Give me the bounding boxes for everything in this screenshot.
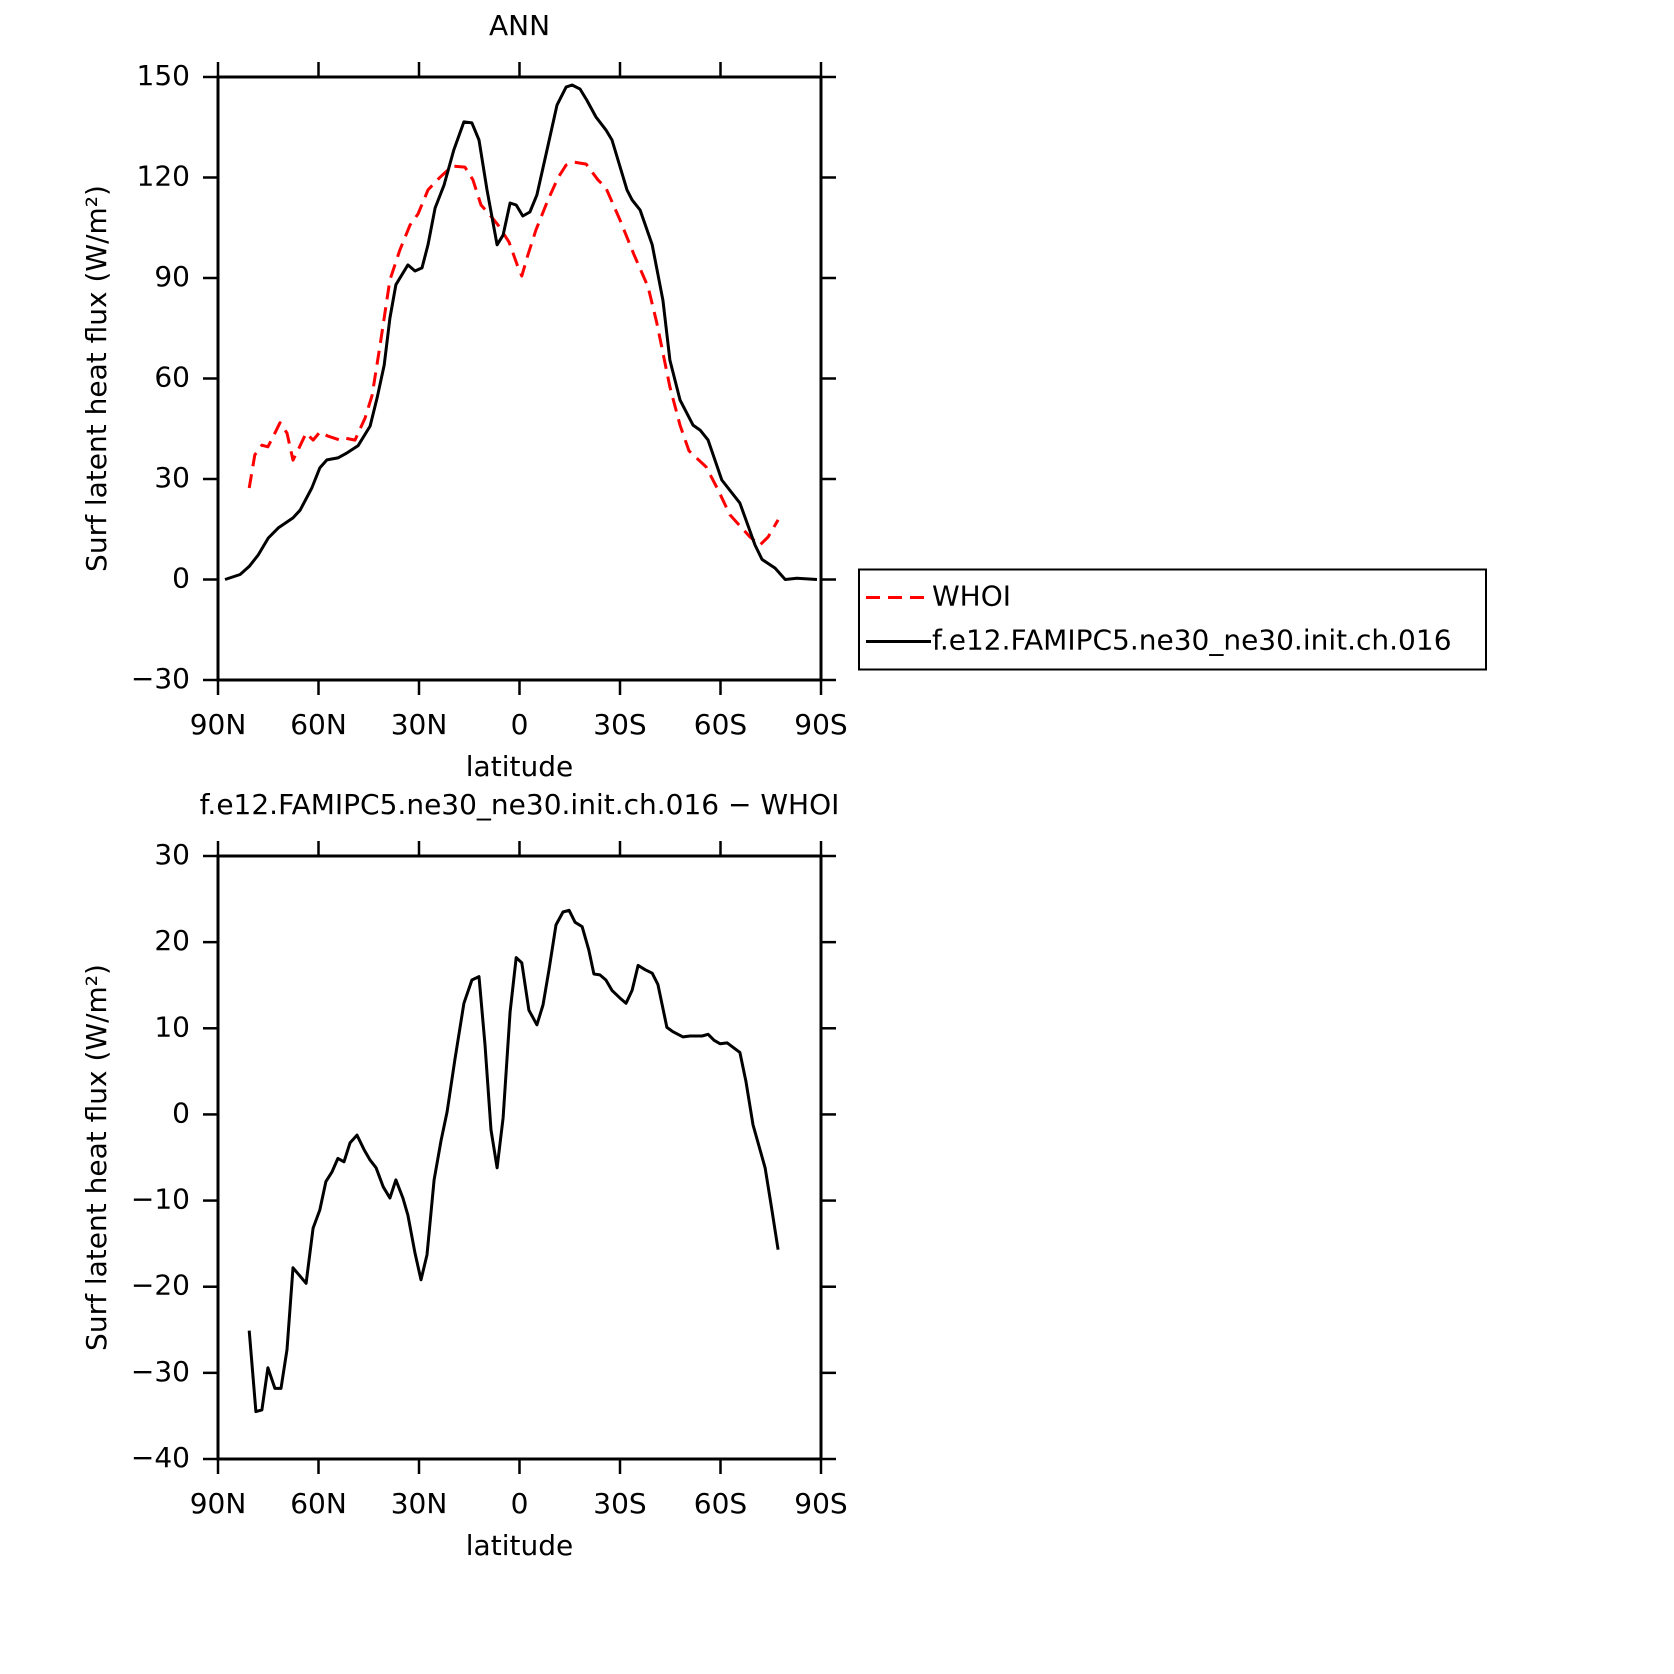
x-tick-label: 90S — [794, 1487, 847, 1520]
y-tick-label: 0 — [172, 1096, 190, 1129]
y-tick-label: −40 — [131, 1441, 190, 1474]
y-tick-label: 30 — [154, 838, 190, 871]
y-axis-label: Surf latent heat flux (W/m²) — [80, 964, 113, 1351]
plot-frame — [216, 854, 823, 1461]
y-tick-label: −30 — [131, 1355, 190, 1388]
x-axis-label: latitude — [466, 750, 573, 783]
legend-label: f.e12.FAMIPC5.ne30_ne30.init.ch.016 — [932, 624, 1452, 657]
y-tick-label: 120 — [137, 160, 190, 193]
x-axis-label: latitude — [466, 1529, 573, 1562]
y-tick-label: −20 — [131, 1269, 190, 1302]
y-tick-label: 10 — [154, 1010, 190, 1043]
data-line — [224, 83, 818, 581]
x-tick-label: 60S — [694, 1487, 747, 1520]
y-tick-label: −10 — [131, 1183, 190, 1216]
plot-frame — [216, 75, 823, 682]
x-tick-label: 60S — [694, 708, 747, 741]
y-tick-label: 30 — [154, 461, 190, 494]
x-tick-label: 60N — [290, 1487, 347, 1520]
x-tick-label: 30S — [593, 708, 646, 741]
chart-title: ANN — [489, 9, 550, 42]
x-tick-label: 0 — [511, 708, 529, 741]
x-tick-label: 30N — [391, 1487, 448, 1520]
y-axis-label: Surf latent heat flux (W/m²) — [80, 185, 113, 572]
chart-title: f.e12.FAMIPC5.ne30_ne30.init.ch.016 − WH… — [200, 788, 840, 821]
legend-label: WHOI — [932, 580, 1011, 613]
y-tick-label: −30 — [131, 662, 190, 695]
x-tick-label: 30S — [593, 1487, 646, 1520]
y-tick-label: 60 — [154, 361, 190, 394]
legend-box — [858, 568, 1487, 671]
data-line — [247, 908, 780, 1414]
x-tick-label: 60N — [290, 708, 347, 741]
y-tick-label: 150 — [137, 59, 190, 92]
x-tick-label: 30N — [391, 708, 448, 741]
y-tick-label: 90 — [154, 260, 190, 293]
x-tick-label: 90N — [190, 708, 247, 741]
x-tick-label: 90N — [190, 1487, 247, 1520]
y-tick-label: 20 — [154, 924, 190, 957]
x-tick-label: 90S — [794, 708, 847, 741]
y-tick-label: 0 — [172, 562, 190, 595]
data-line — [247, 160, 780, 547]
x-tick-label: 0 — [511, 1487, 529, 1520]
